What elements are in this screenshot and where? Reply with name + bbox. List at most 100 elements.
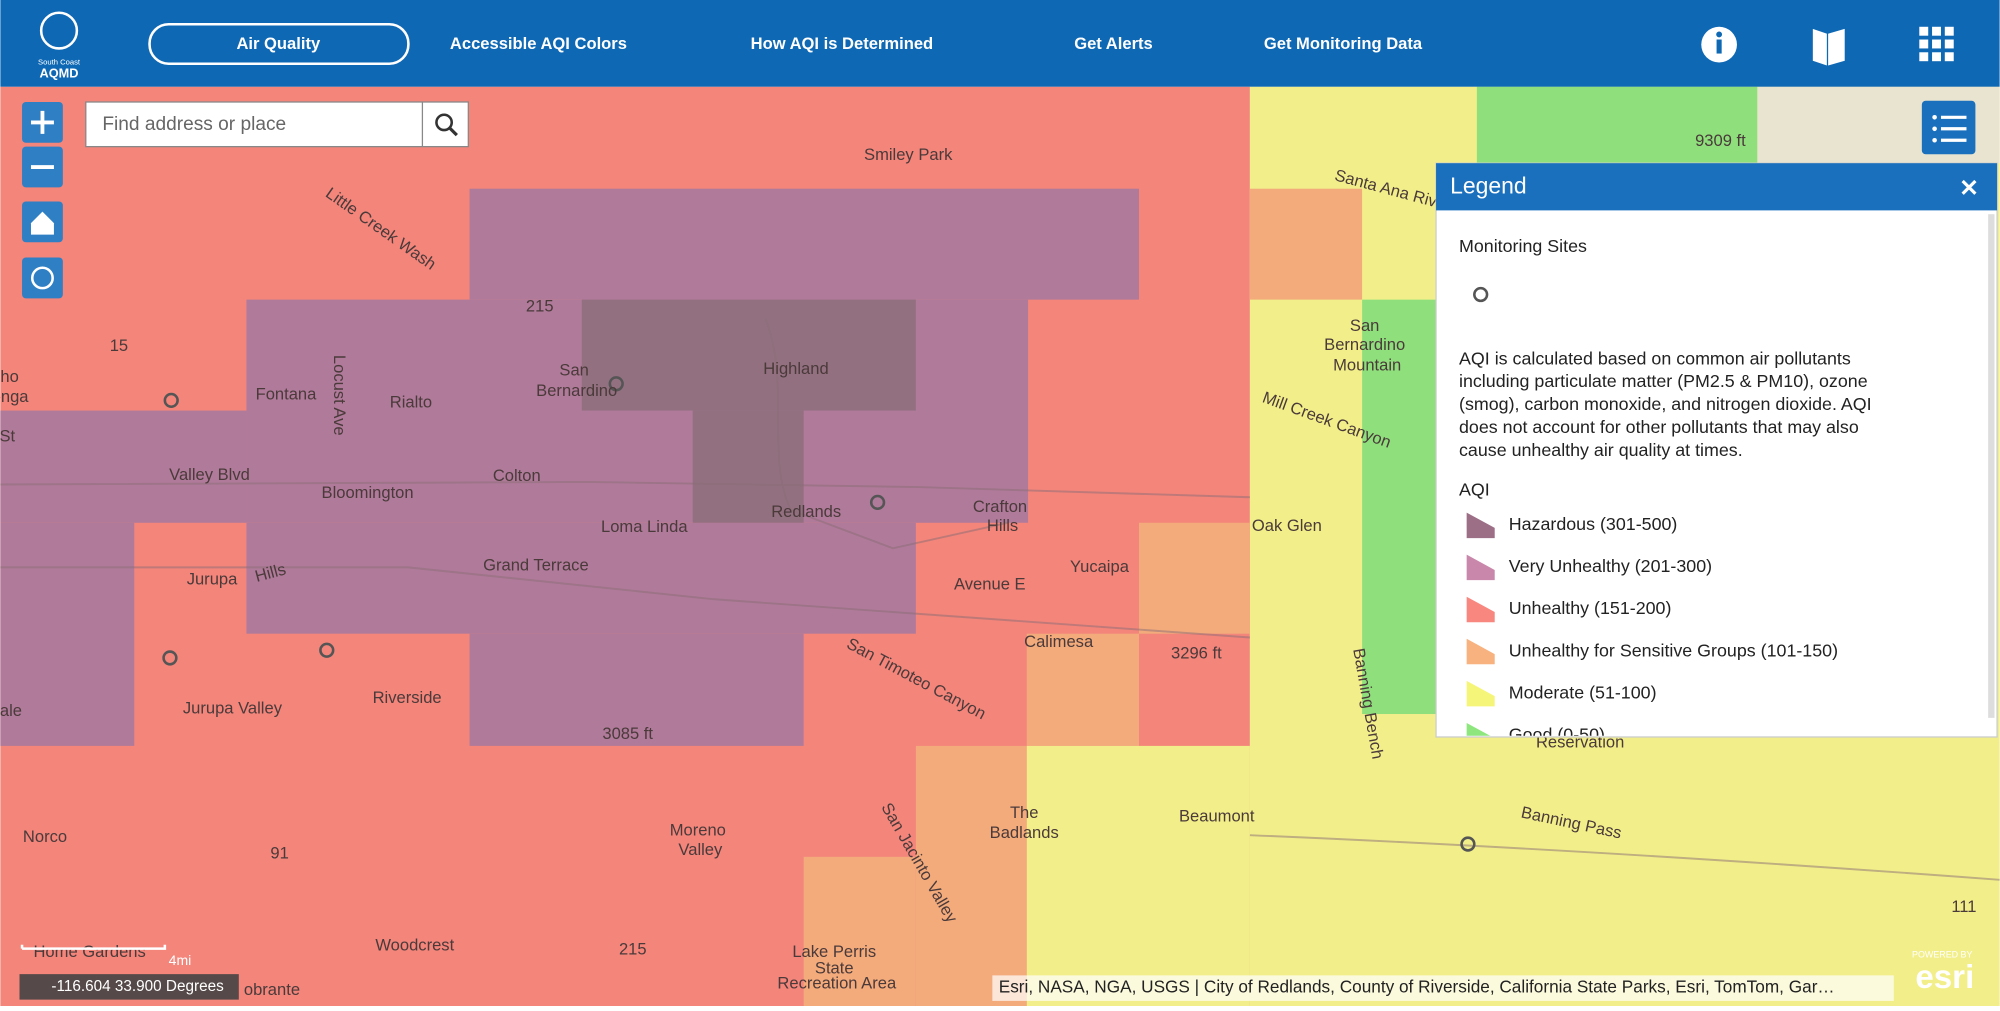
legend-close[interactable] (1961, 179, 1977, 195)
place-label: Riverside (373, 688, 442, 707)
apps-icon[interactable] (1919, 26, 1954, 62)
place-label: Avenue E (954, 575, 1026, 594)
place-label: Valley Blvd (169, 465, 250, 484)
place-label: Bernardino (1324, 335, 1405, 354)
place-label: stvale (0, 701, 22, 720)
place-label: Colton (493, 466, 541, 485)
legend-item-label: Unhealthy (151-200) (1509, 598, 1672, 618)
legend-description: AQI is calculated based on common air po… (1459, 348, 1851, 368)
place-label: 91 (270, 844, 288, 863)
place-label: Loma Linda (601, 517, 688, 536)
legend-swatch (1466, 722, 1491, 736)
place-label: San (559, 360, 588, 379)
place-label: Bloomington (322, 483, 414, 502)
nav-link[interactable]: Accessible AQI Colors (450, 34, 627, 53)
legend-toggle[interactable] (1921, 100, 1976, 155)
legend-description: does not account for other pollutants th… (1459, 417, 1859, 437)
place-label: Smiley Park (864, 145, 953, 164)
legend-item-label: Very Unhealthy (201-300) (1509, 556, 1712, 576)
nav-link[interactable]: How AQI is Determined (751, 34, 934, 53)
search-box[interactable] (85, 101, 469, 148)
place-label: The (1010, 803, 1039, 822)
place-label: Highland (763, 359, 828, 378)
place-label: Rialto (390, 392, 432, 411)
place-label: Moreno (670, 821, 726, 840)
map-controls: Find address or place (22, 100, 1976, 299)
esri-logo: esri (1915, 959, 1974, 996)
scale-label: 4mi (169, 952, 192, 968)
legend-swatch (1466, 638, 1495, 665)
esri-powered: POWERED BY (1912, 949, 1972, 959)
map-footer: 4mi -116.604 33.900 Degrees Esri, NASA, … (19, 944, 1974, 1001)
legend-item-label: Moderate (51-100) (1509, 682, 1657, 702)
nav-link[interactable]: Get Alerts (1074, 34, 1153, 53)
search-placeholder[interactable]: Find address or place (102, 114, 286, 135)
place-label: Norco (23, 827, 67, 846)
place-label: Locust Ave (330, 355, 349, 436)
place-label: Calimesa (1024, 632, 1094, 651)
place-label: 9309 ft (1695, 131, 1746, 150)
legend-item-label: Hazardous (301-500) (1509, 514, 1678, 534)
place-label: 15 (110, 336, 128, 355)
header: South Coast AQMD Air Quality Accessible … (0, 0, 2000, 87)
place-label: Jurupa (187, 570, 238, 589)
home[interactable] (22, 201, 63, 243)
logo-text: South Coast (38, 57, 81, 66)
legend-title: Legend (1450, 172, 1527, 198)
place-label: 111 (1951, 897, 1976, 916)
zoom-in[interactable] (22, 102, 63, 143)
nav-active[interactable] (148, 22, 410, 66)
place-label: Bernardino (536, 381, 617, 400)
legend-swatch (1466, 512, 1495, 539)
place-label: Oak Glen (1252, 516, 1322, 535)
place-label: State (815, 958, 854, 977)
place-label: Fontana (256, 385, 318, 404)
place-label: 215 (526, 297, 554, 316)
place-label: cho (0, 367, 19, 386)
zoom-out[interactable] (22, 146, 63, 188)
legend-item-label: Unhealthy for Sensitive Groups (101-150) (1509, 640, 1838, 660)
place-label: obrante (244, 980, 300, 999)
nav-link[interactable]: Air Quality (236, 34, 321, 53)
place-label: Beaumont (1179, 807, 1255, 826)
place-label: Yucaipa (1070, 557, 1130, 576)
place-label: Valley (678, 840, 723, 859)
place-label: 3296 ft (1171, 643, 1222, 662)
place-label: Jurupa Valley (183, 698, 283, 717)
nav-link[interactable]: Get Monitoring Data (1264, 34, 1423, 53)
legend-description: cause unhealthy air quality at times. (1459, 440, 1743, 460)
legend-swatch (1466, 680, 1495, 707)
legend-aqi-heading: AQI (1459, 480, 1490, 500)
legend-swatch (1466, 596, 1495, 623)
place-label: Redlands (771, 502, 841, 521)
legend-description: including particulate matter (PM2.5 & PM… (1459, 371, 1868, 391)
search-button[interactable] (435, 113, 458, 137)
place-label: Crafton (973, 497, 1027, 516)
place-label: 215 (619, 939, 647, 958)
legend-section: Monitoring Sites (1459, 236, 1587, 256)
place-label: Lake Perris (792, 942, 876, 961)
book-icon[interactable] (1811, 27, 1846, 67)
legend-panel: Legend Monitoring Sites AQI is calculate… (1435, 162, 1998, 744)
place-label: nonga (0, 387, 29, 406)
place-label: San (1350, 316, 1379, 335)
locate[interactable] (22, 257, 63, 299)
place-label: Mountain (1333, 355, 1401, 374)
place-label: Hills (987, 516, 1018, 535)
place-label: Recreation Area (777, 974, 897, 993)
legend-description: (smog), carbon monoxide, and nitrogen di… (1459, 394, 1872, 414)
place-label: Badlands (990, 823, 1059, 842)
legend-item-label: Good (0-50) (1509, 724, 1605, 744)
info-icon[interactable] (1701, 26, 1737, 63)
logo-text: AQMD (40, 65, 79, 80)
place-label: 3085 ft (602, 724, 653, 743)
place-label: Grand Terrace (483, 555, 589, 574)
legend-swatch (1466, 554, 1495, 581)
place-label: h St (0, 427, 16, 446)
place-label: Woodcrest (375, 935, 454, 954)
coordinates: -116.604 33.900 Degrees (51, 978, 224, 995)
place-label: Home Gardens (33, 942, 145, 961)
attribution: Esri, NASA, NGA, USGS | City of Redlands… (999, 977, 1835, 997)
